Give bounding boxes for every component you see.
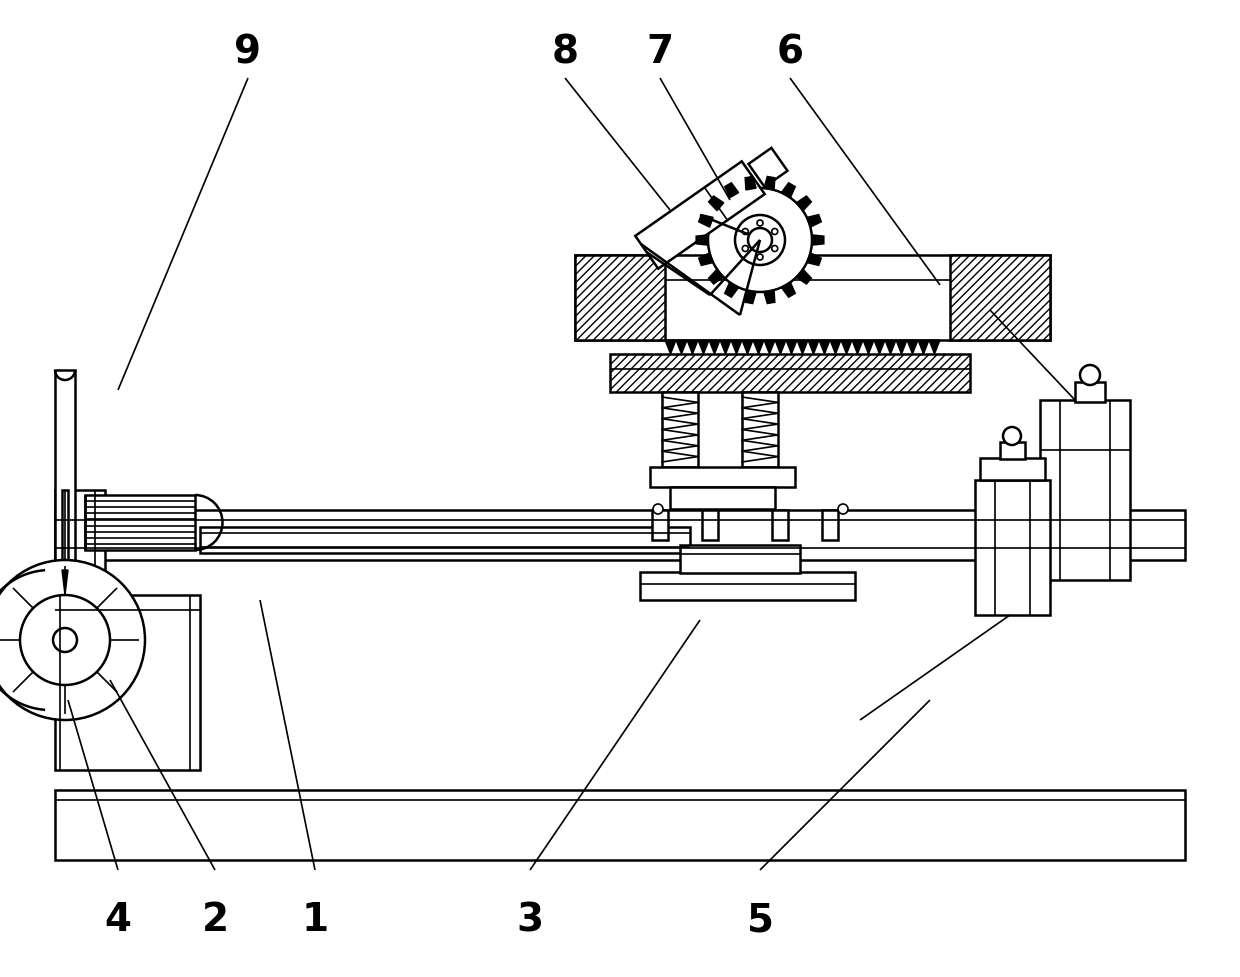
Bar — [662, 392, 698, 467]
Text: 6: 6 — [776, 33, 804, 71]
Circle shape — [743, 229, 748, 234]
Text: 2: 2 — [201, 901, 228, 939]
Text: 4: 4 — [104, 901, 131, 939]
Polygon shape — [709, 340, 720, 354]
Circle shape — [771, 245, 777, 251]
Polygon shape — [863, 340, 874, 354]
Polygon shape — [807, 253, 821, 266]
Text: 8: 8 — [552, 33, 579, 71]
Polygon shape — [796, 270, 811, 284]
Bar — [773, 510, 787, 540]
Bar — [680, 545, 800, 573]
Circle shape — [756, 220, 763, 226]
Bar — [975, 480, 1050, 615]
Polygon shape — [808, 340, 818, 354]
Bar — [640, 572, 856, 600]
Circle shape — [838, 504, 848, 514]
Polygon shape — [62, 570, 68, 595]
Polygon shape — [874, 340, 885, 354]
Circle shape — [708, 188, 812, 292]
Polygon shape — [742, 340, 753, 354]
Circle shape — [653, 504, 663, 514]
Bar — [1040, 400, 1130, 580]
Bar — [55, 370, 74, 620]
Polygon shape — [929, 340, 940, 354]
Bar — [742, 392, 777, 467]
Polygon shape — [698, 215, 713, 228]
Bar — [702, 510, 718, 540]
Bar — [62, 490, 68, 570]
Polygon shape — [786, 340, 797, 354]
Polygon shape — [749, 148, 787, 187]
Bar — [1075, 382, 1105, 402]
Circle shape — [1003, 427, 1021, 445]
Polygon shape — [753, 340, 764, 354]
Circle shape — [1080, 365, 1100, 385]
Circle shape — [743, 245, 748, 251]
Bar — [999, 442, 1025, 459]
Bar — [670, 487, 775, 509]
Bar — [55, 510, 1185, 560]
Polygon shape — [635, 161, 765, 269]
Bar — [575, 255, 1050, 340]
Text: 3: 3 — [516, 901, 543, 939]
Circle shape — [771, 229, 777, 234]
Polygon shape — [720, 340, 732, 354]
Polygon shape — [764, 340, 775, 354]
Polygon shape — [781, 282, 795, 297]
Polygon shape — [724, 183, 739, 197]
Bar — [55, 595, 200, 770]
Polygon shape — [745, 290, 756, 304]
Polygon shape — [852, 340, 863, 354]
Polygon shape — [708, 270, 724, 284]
Text: 5: 5 — [746, 901, 774, 939]
Polygon shape — [665, 340, 676, 354]
Polygon shape — [698, 253, 713, 266]
Bar — [200, 527, 689, 553]
Polygon shape — [830, 340, 841, 354]
Polygon shape — [796, 196, 811, 211]
Polygon shape — [724, 282, 739, 297]
Polygon shape — [775, 340, 786, 354]
Text: 9: 9 — [234, 33, 262, 71]
Polygon shape — [676, 340, 687, 354]
Polygon shape — [897, 340, 906, 354]
Bar — [575, 255, 665, 340]
Polygon shape — [781, 183, 795, 197]
Polygon shape — [812, 234, 823, 245]
Polygon shape — [764, 290, 775, 304]
Polygon shape — [918, 340, 929, 354]
Polygon shape — [745, 177, 756, 190]
Bar — [86, 495, 195, 550]
Bar — [55, 490, 105, 620]
Bar — [55, 790, 1185, 860]
Bar — [980, 458, 1045, 480]
Polygon shape — [841, 340, 852, 354]
Polygon shape — [797, 340, 808, 354]
Bar — [950, 255, 1050, 340]
Circle shape — [756, 254, 763, 260]
Circle shape — [0, 560, 145, 720]
Polygon shape — [906, 340, 918, 354]
Text: 1: 1 — [301, 901, 329, 939]
Polygon shape — [698, 340, 709, 354]
Polygon shape — [764, 177, 775, 190]
Polygon shape — [687, 340, 698, 354]
Circle shape — [53, 628, 77, 652]
Bar — [650, 467, 795, 487]
Circle shape — [748, 228, 773, 252]
Circle shape — [735, 215, 785, 265]
Text: 7: 7 — [646, 33, 673, 71]
Bar — [822, 510, 838, 540]
Polygon shape — [885, 340, 897, 354]
Polygon shape — [807, 215, 821, 228]
Polygon shape — [818, 340, 830, 354]
Polygon shape — [696, 234, 708, 245]
Polygon shape — [708, 196, 724, 211]
Bar — [610, 354, 970, 392]
Polygon shape — [732, 340, 742, 354]
Bar — [652, 510, 668, 540]
Circle shape — [20, 595, 110, 685]
